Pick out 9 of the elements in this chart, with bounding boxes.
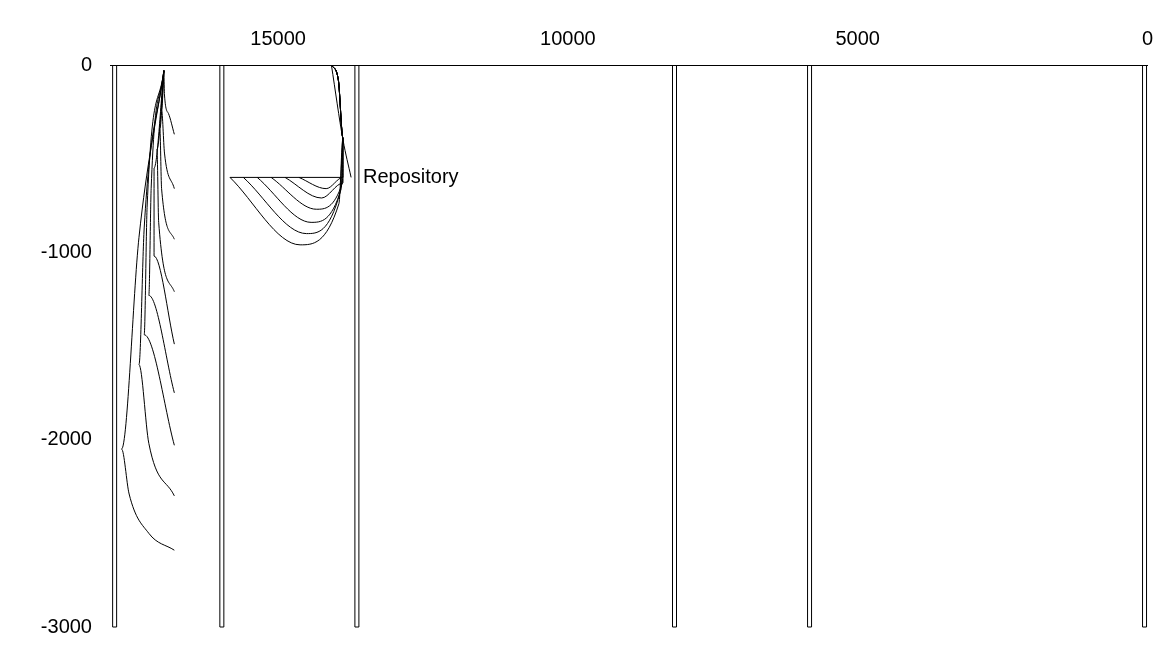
y-tick-label: -3000: [40, 614, 92, 637]
series-label: Repository: [362, 164, 459, 187]
y-tick-label: 0: [80, 52, 92, 75]
y-tick-label: -1000: [40, 239, 92, 262]
x-tick-label: 15000: [250, 26, 306, 49]
x-tick-label: 5000: [835, 26, 880, 49]
x-tick-label: 10000: [540, 26, 596, 49]
x-tick-label: 0: [1141, 26, 1153, 49]
y-tick-label: -2000: [40, 427, 92, 450]
